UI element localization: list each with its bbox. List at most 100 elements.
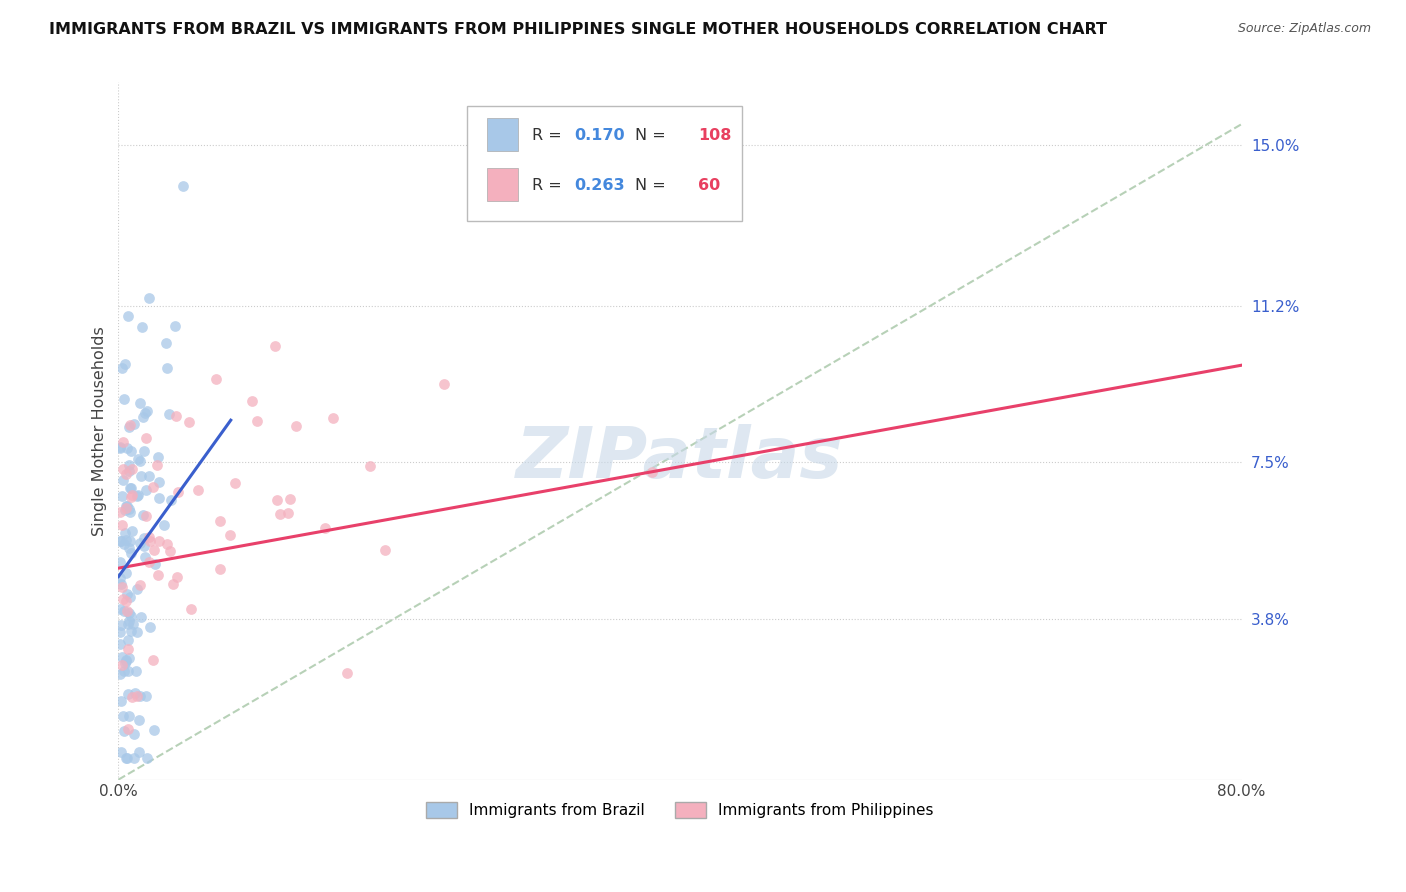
Point	[209, 562, 232, 576]
Text: IMMIGRANTS FROM BRAZIL VS IMMIGRANTS FROM PHILIPPINES SINGLE MOTHER HOUSEHOLDS C: IMMIGRANTS FROM BRAZIL VS IMMIGRANTS FRO…	[49, 22, 1107, 37]
Point	[112, 392, 135, 406]
Point	[132, 531, 155, 545]
Point	[117, 641, 139, 656]
Point	[120, 608, 142, 623]
Point	[108, 440, 131, 454]
Point	[125, 625, 148, 640]
Point	[117, 751, 139, 765]
Point	[108, 666, 131, 681]
Point	[127, 451, 149, 466]
Point	[136, 404, 159, 418]
Point	[121, 443, 143, 458]
Point	[142, 480, 165, 494]
Y-axis label: Single Mother Households: Single Mother Households	[93, 326, 107, 535]
Text: 108: 108	[697, 128, 731, 143]
Point	[108, 441, 131, 455]
Point	[145, 458, 167, 473]
Point	[129, 469, 152, 483]
Point	[224, 475, 246, 490]
Point	[120, 546, 142, 560]
Point	[322, 411, 344, 425]
Point	[117, 614, 139, 628]
Point	[122, 727, 145, 741]
Point	[124, 686, 146, 700]
Point	[134, 550, 156, 565]
Point	[359, 458, 381, 473]
Point	[120, 590, 142, 604]
Point	[155, 335, 177, 350]
Point	[114, 537, 136, 551]
Point	[114, 503, 136, 517]
Point	[135, 751, 157, 765]
Point	[131, 508, 153, 522]
Text: N =: N =	[636, 128, 671, 143]
Text: R =: R =	[531, 178, 567, 193]
Point	[165, 409, 187, 424]
Point	[112, 664, 135, 678]
Point	[114, 533, 136, 547]
Point	[118, 651, 141, 665]
Point	[111, 489, 134, 503]
Point	[156, 537, 179, 551]
Point	[240, 393, 263, 408]
Point	[112, 604, 135, 618]
Point	[139, 533, 162, 548]
Point	[143, 543, 166, 558]
Point	[108, 571, 131, 585]
Point	[125, 665, 148, 679]
Point	[135, 690, 157, 704]
Point	[118, 708, 141, 723]
Point	[157, 407, 180, 421]
Point	[129, 578, 152, 592]
Text: N =: N =	[636, 178, 671, 193]
Point	[115, 604, 138, 618]
Point	[278, 492, 301, 507]
Point	[117, 722, 139, 736]
Point	[115, 751, 138, 765]
Point	[118, 458, 141, 472]
Point	[127, 488, 149, 502]
Point	[277, 506, 299, 520]
Point	[163, 319, 186, 334]
Point	[148, 475, 170, 489]
Point	[208, 514, 231, 528]
Point	[129, 454, 152, 468]
Point	[108, 505, 131, 519]
Point	[110, 576, 132, 591]
Text: R =: R =	[531, 128, 567, 143]
Point	[142, 653, 165, 667]
Point	[374, 543, 396, 558]
Point	[115, 499, 138, 513]
Point	[120, 624, 142, 639]
Point	[115, 653, 138, 667]
Point	[128, 689, 150, 703]
Point	[115, 499, 138, 513]
Point	[118, 541, 141, 556]
Point	[180, 602, 202, 616]
Point	[118, 418, 141, 433]
Point	[117, 687, 139, 701]
Point	[266, 493, 288, 508]
Point	[134, 406, 156, 420]
Point	[117, 442, 139, 456]
Point	[111, 709, 134, 723]
Point	[121, 524, 143, 539]
Point	[121, 617, 143, 632]
Point	[117, 607, 139, 621]
Point	[117, 587, 139, 601]
Point	[118, 502, 141, 516]
Point	[114, 654, 136, 668]
Point	[284, 419, 307, 434]
Point	[160, 492, 183, 507]
Point	[129, 610, 152, 624]
Point	[111, 592, 134, 607]
Point	[121, 690, 143, 705]
Point	[205, 372, 228, 386]
Text: ZIPatlas: ZIPatlas	[516, 425, 844, 493]
Point	[159, 543, 181, 558]
Legend: Immigrants from Brazil, Immigrants from Philippines: Immigrants from Brazil, Immigrants from …	[420, 796, 939, 824]
Point	[111, 435, 134, 450]
Point	[131, 319, 153, 334]
Point	[118, 481, 141, 495]
Point	[111, 360, 134, 375]
